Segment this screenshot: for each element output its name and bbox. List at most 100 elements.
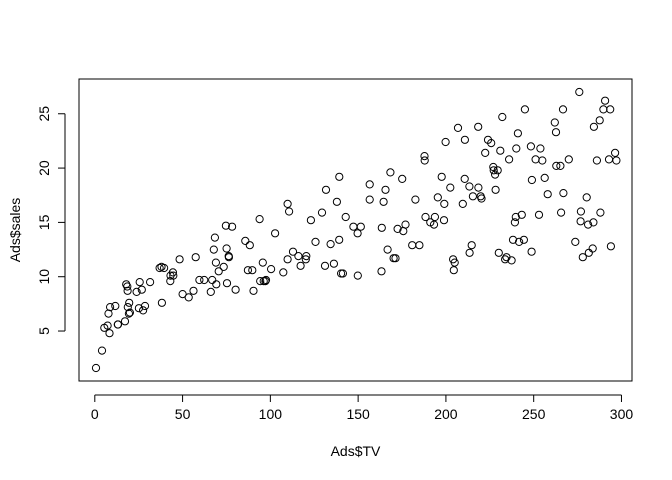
data-point xyxy=(157,298,166,307)
data-point xyxy=(301,255,310,264)
data-point xyxy=(125,298,134,307)
data-point xyxy=(211,258,220,267)
data-point xyxy=(505,155,514,164)
data-point xyxy=(441,137,450,147)
data-point xyxy=(267,265,276,274)
data-point xyxy=(439,216,449,225)
data-point xyxy=(584,220,593,229)
data-point xyxy=(208,275,217,285)
x-tick-label: 200 xyxy=(434,406,458,422)
data-point xyxy=(401,220,410,229)
data-point xyxy=(527,175,537,185)
data-point xyxy=(337,269,346,278)
y-axis: 5 10 15 20 25 xyxy=(36,106,66,335)
data-point xyxy=(189,286,198,295)
data-point xyxy=(536,144,545,153)
x-tick-label: 50 xyxy=(175,406,191,422)
data-point xyxy=(393,224,402,233)
data-point xyxy=(491,185,500,194)
data-point xyxy=(487,139,496,148)
data-point xyxy=(589,122,599,131)
data-point xyxy=(557,208,566,217)
data-point xyxy=(160,263,169,273)
data-point xyxy=(353,229,362,238)
data-point xyxy=(534,210,544,219)
data-point xyxy=(271,229,280,238)
data-point xyxy=(551,128,561,137)
data-point xyxy=(139,306,148,315)
data-point xyxy=(383,245,392,254)
data-point xyxy=(556,161,565,170)
data-point xyxy=(335,172,344,181)
data-point xyxy=(582,193,591,202)
data-point xyxy=(279,268,288,277)
data-point xyxy=(575,87,584,97)
data-point xyxy=(135,278,144,287)
data-point xyxy=(222,244,231,253)
data-point xyxy=(137,285,146,294)
y-tick-label: 15 xyxy=(36,214,52,230)
data-point xyxy=(421,212,430,222)
data-point xyxy=(353,271,362,280)
data-point xyxy=(219,262,228,271)
data-point xyxy=(446,183,455,192)
data-point xyxy=(283,255,292,264)
data-point xyxy=(543,190,552,199)
data-point xyxy=(311,237,320,246)
data-point xyxy=(430,212,439,222)
data-point xyxy=(489,162,498,172)
data-point xyxy=(255,215,264,224)
x-tick-label: 250 xyxy=(522,406,546,422)
data-point xyxy=(168,268,177,277)
data-point xyxy=(578,253,587,262)
data-point xyxy=(356,222,365,231)
data-point xyxy=(559,189,568,198)
data-point xyxy=(228,222,237,231)
data-point xyxy=(507,256,516,265)
data-point xyxy=(510,218,520,227)
data-point xyxy=(502,253,511,262)
data-point xyxy=(477,194,486,203)
x-tick-label: 0 xyxy=(91,406,99,422)
data-point xyxy=(317,208,327,217)
data-point xyxy=(398,174,407,183)
data-point xyxy=(125,308,134,317)
data-point xyxy=(335,235,344,244)
y-tick-label: 10 xyxy=(36,269,52,285)
data-point xyxy=(222,279,232,288)
data-point xyxy=(294,252,303,261)
data-point xyxy=(519,235,529,244)
y-tick-label: 25 xyxy=(36,106,52,122)
data-point xyxy=(224,253,233,262)
data-point xyxy=(175,255,184,264)
data-point xyxy=(552,161,561,170)
data-point xyxy=(498,112,507,122)
x-axis: 0 50 100 150 200 250 300 xyxy=(91,394,633,422)
data-point xyxy=(433,193,442,202)
data-point xyxy=(338,269,347,278)
data-point xyxy=(604,155,614,164)
data-point xyxy=(212,280,221,289)
data-point xyxy=(381,185,390,194)
data-point xyxy=(595,116,604,125)
data-point xyxy=(408,241,417,250)
data-point xyxy=(599,105,608,114)
data-point xyxy=(592,156,602,165)
y-tick-label: 5 xyxy=(36,327,52,335)
data-point xyxy=(391,254,400,263)
data-point xyxy=(377,223,386,232)
y-axis-title: Ads$sales xyxy=(7,198,23,263)
data-point xyxy=(458,199,467,208)
data-point xyxy=(320,261,330,270)
data-point xyxy=(341,212,350,222)
data-point xyxy=(132,287,141,296)
data-point xyxy=(526,142,536,151)
data-point xyxy=(105,329,114,338)
data-point xyxy=(576,207,586,216)
data-point xyxy=(606,242,616,251)
data-point xyxy=(306,216,315,225)
data-point xyxy=(329,259,338,268)
data-point xyxy=(474,122,483,131)
data-point xyxy=(245,241,254,250)
